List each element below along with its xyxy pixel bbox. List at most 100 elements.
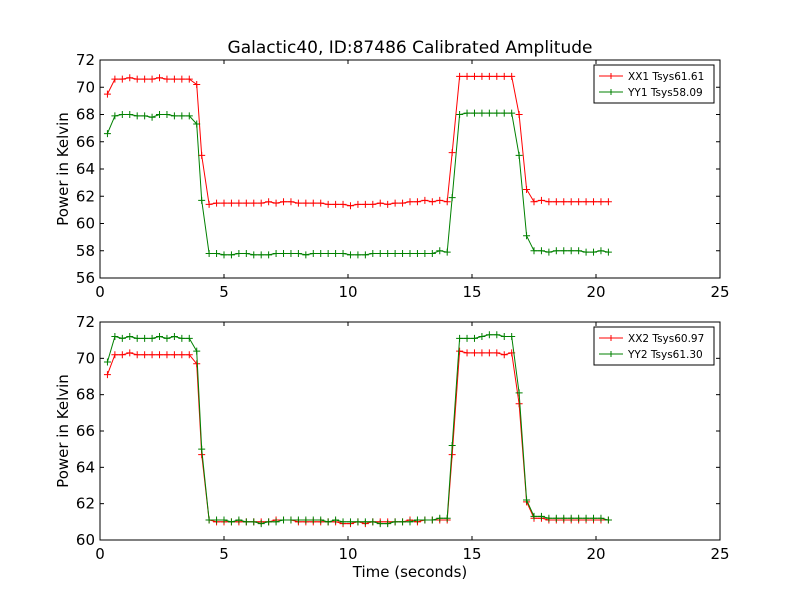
data-point [156,333,164,341]
data-point [193,360,201,368]
legend-marker [608,73,614,79]
data-point [428,516,436,524]
data-point [443,198,451,206]
data-point [272,249,280,257]
data-point [309,199,317,207]
data-point [421,516,429,524]
axes-layer: 0 5 10 15 20 25 56 58 60 62 64 66 68 70 72 Power in Kel… [54,51,730,581]
data-point [156,351,164,359]
data-point [530,247,538,255]
data-point [280,249,288,257]
data-point [523,185,531,193]
data-point [567,247,575,255]
data-point [369,200,377,208]
data-point [339,249,347,257]
data-point [575,514,583,522]
data-point [399,199,407,207]
legend: XX1 Tsys61.61 YY1 Tsys58.09 [593,64,715,104]
y-tick-label: 64 [76,160,95,178]
data-point [309,516,317,524]
x-axis-label: Time (seconds) [352,563,468,581]
data-point [141,75,149,83]
subplot-2: 0 5 10 15 20 25 60 62 64 66 68 70 72 Power in Kelvin T… [54,313,730,581]
legend-entry: XX2 Tsys60.97 [599,333,704,345]
data-point [198,151,206,159]
data-point [500,72,508,80]
data-point [582,514,590,522]
data-point [515,389,523,397]
data-point [376,520,384,528]
series-2 [103,109,612,259]
data-point [560,514,568,522]
data-point [163,111,171,118]
data-point [302,251,310,259]
data-point [493,331,501,339]
y-tick-label: 56 [76,269,95,287]
data-point [590,514,598,522]
series-line [106,75,609,207]
data-point [406,249,414,257]
data-point [545,514,553,522]
legend-marker [608,351,614,357]
data-point [361,251,369,259]
data-point [508,109,516,117]
data-point [272,199,280,207]
x-tick-label: 25 [710,283,729,301]
data-point [346,518,354,526]
data-point [332,249,340,257]
data-point [590,198,598,206]
data-point [361,518,369,526]
data-point [537,247,545,255]
data-point [500,109,508,117]
data-point [257,251,265,259]
data-point [220,199,228,207]
data-point [530,198,538,206]
data-point [178,351,186,359]
data-point [227,518,235,526]
data-point [220,251,228,259]
data-point [178,112,186,120]
data-point [205,516,213,524]
y-tick-label: 68 [76,106,95,124]
data-point [294,249,302,257]
legend-entry: YY2 Tsys61.30 [599,349,703,361]
data-point [242,249,250,257]
data-point [198,445,206,453]
x-tick-label: 5 [219,283,229,301]
data-point [118,351,126,359]
data-point [317,199,325,207]
data-point [485,72,493,80]
data-point [205,200,213,208]
data-point [193,347,201,355]
data-point [118,334,126,342]
y-tick-label: 60 [76,215,95,233]
data-point [346,251,354,259]
y-axis-label: Power in Kelvin [54,374,72,488]
legend-label: YY2 Tsys61.30 [627,349,703,361]
data-point [118,75,126,83]
data-point [597,247,605,255]
data-point [590,248,598,256]
data-point [413,516,421,524]
x-tick-label: 20 [586,545,605,563]
data-point [111,75,119,83]
data-point [478,72,486,80]
data-point [406,198,414,206]
data-point [448,194,456,202]
data-point [456,347,464,355]
data-point [436,196,444,204]
x-tick-label: 15 [462,545,481,563]
data-point [552,247,560,255]
data-point [141,112,149,120]
data-point [324,249,332,257]
data-point [523,232,531,240]
data-point [294,516,302,524]
data-point [406,518,414,526]
data-point [332,516,340,524]
series-1 [103,347,612,528]
y-tick-label: 66 [76,133,95,151]
x-tick-label: 15 [462,283,481,301]
data-point [280,198,288,206]
subplot-1: 0 5 10 15 20 25 56 58 60 62 64 66 68 70 72 Power in Kel… [54,51,730,301]
data-point [597,514,605,522]
